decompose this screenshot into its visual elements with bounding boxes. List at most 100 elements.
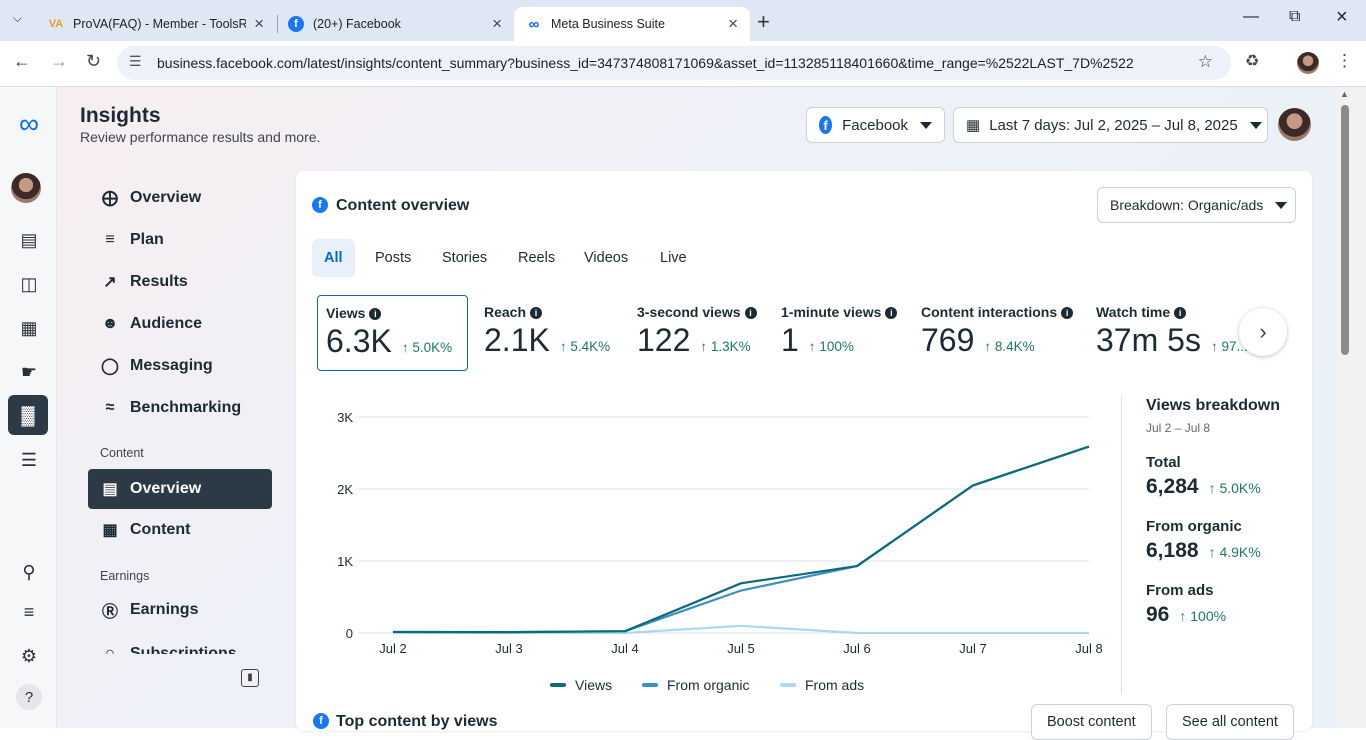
site-info-icon[interactable]: ☰ bbox=[129, 53, 142, 69]
list-icon[interactable]: ≡ bbox=[23, 601, 35, 622]
info-icon[interactable]: i bbox=[1174, 307, 1187, 319]
boost-content-button[interactable]: Boost content bbox=[1031, 704, 1152, 740]
metric-3-second-views[interactable]: 3-second views i 122 ↑ 1.3K% bbox=[629, 295, 769, 371]
metric-value-row: 2.1K ↑ 5.4K% bbox=[484, 322, 618, 359]
date-range-dropdown[interactable]: ▦ Last 7 days: Jul 2, 2025 – Jul 8, 2025 bbox=[953, 107, 1268, 143]
scrollbar-thumb[interactable] bbox=[1341, 105, 1349, 355]
total-value: 6,284 bbox=[1146, 475, 1199, 498]
sidebar-item-plan[interactable]: ≡ Plan bbox=[88, 220, 272, 260]
sidebar-item-audience[interactable]: ☻ Audience bbox=[88, 304, 272, 344]
x-tick-label: Jul 3 bbox=[495, 641, 522, 656]
meta-logo-icon[interactable]: ∞ bbox=[19, 108, 39, 139]
calendar-icon[interactable]: ▦ bbox=[20, 317, 38, 338]
platform-dropdown-label: Facebook bbox=[842, 116, 908, 134]
page-title: Insights bbox=[80, 104, 161, 127]
metric-value-row: 6.3K ↑ 5.0K% bbox=[326, 323, 459, 360]
url-text[interactable]: business.facebook.com/latest/insights/co… bbox=[157, 55, 1134, 71]
help-icon[interactable]: ? bbox=[16, 684, 42, 710]
subscriptions-icon: ○ bbox=[105, 645, 115, 654]
menu-kebab-icon[interactable]: ⋮ bbox=[1336, 51, 1353, 70]
metric-watch-time[interactable]: Watch time i 37m 5s ↑ 97... bbox=[1088, 295, 1283, 371]
tab-search-icon[interactable]: ⌵ bbox=[13, 11, 23, 25]
close-icon[interactable]: × bbox=[728, 14, 738, 33]
sidebar-item-subscriptions[interactable]: ○ Subscriptions bbox=[88, 634, 272, 654]
breakdown-dropdown[interactable]: Breakdown: Organic/ads bbox=[1097, 187, 1296, 223]
megaphone-icon[interactable]: ☛ bbox=[20, 361, 38, 382]
metric-change: ↑ 100% bbox=[808, 339, 854, 354]
posts-icon[interactable]: ◫ bbox=[20, 273, 38, 294]
sidebar-item-content[interactable]: ▦ Content bbox=[88, 510, 272, 550]
metric-1-minute-views[interactable]: 1-minute views i 1 ↑ 100% bbox=[773, 295, 908, 371]
sidebar-item-label: Overview bbox=[130, 480, 202, 497]
browser-tab-strip: ⌵ VA ProVA(FAQ) - Member - ToolsRe × f (… bbox=[0, 0, 1366, 41]
browser-tab-3[interactable]: ∞ Meta Business Suite × bbox=[514, 7, 750, 41]
metric-change-value: 8.4K% bbox=[994, 339, 1035, 354]
profile-avatar[interactable] bbox=[1297, 52, 1319, 74]
tab-videos[interactable]: Videos bbox=[584, 250, 629, 266]
top-content-title: Top content by views bbox=[336, 713, 498, 730]
sidebar-item-results[interactable]: ↗ Results bbox=[88, 262, 272, 302]
chat-icon: ◯ bbox=[101, 358, 119, 375]
hamburger-menu-icon[interactable]: ☰ bbox=[20, 449, 38, 470]
platform-dropdown[interactable]: f Facebook bbox=[806, 107, 945, 143]
sidebar-item-earnings[interactable]: Ⓡ Earnings bbox=[88, 590, 272, 630]
ads-row: 96 ↑ 100% bbox=[1146, 603, 1226, 627]
tab-stories[interactable]: Stories bbox=[442, 250, 488, 266]
new-tab-icon[interactable]: + bbox=[757, 9, 770, 34]
restore-icon[interactable]: ⧉ bbox=[1289, 8, 1301, 25]
see-all-content-button[interactable]: See all content bbox=[1166, 704, 1294, 740]
bookmark-star-icon[interactable]: ☆ bbox=[1197, 52, 1213, 71]
close-icon[interactable]: × bbox=[254, 14, 264, 33]
metric-value-row: 1 ↑ 100% bbox=[781, 322, 900, 359]
sidebar-item-overview[interactable]: ⨁ Overview bbox=[88, 178, 272, 218]
info-icon[interactable]: i bbox=[744, 307, 757, 319]
minimize-icon[interactable]: — bbox=[1243, 8, 1259, 25]
insights-bar-chart-icon[interactable]: ▓ bbox=[8, 395, 48, 435]
page-avatar[interactable] bbox=[1278, 108, 1311, 141]
y-tick-label: 0 bbox=[346, 626, 353, 641]
back-icon[interactable]: ← bbox=[13, 51, 31, 71]
metric-label: 1-minute views i bbox=[781, 304, 900, 320]
reload-icon[interactable]: ↻ bbox=[86, 51, 102, 71]
info-icon[interactable]: i bbox=[885, 307, 898, 319]
tab-live[interactable]: Live bbox=[660, 250, 687, 266]
tab-posts[interactable]: Posts bbox=[375, 250, 412, 266]
ads-value: 96 bbox=[1146, 603, 1170, 626]
sidebar-item-benchmarking[interactable]: ≈ Benchmarking bbox=[88, 388, 272, 428]
close-icon[interactable]: × bbox=[492, 14, 502, 33]
metric-reach[interactable]: Reach i 2.1K ↑ 5.4K% bbox=[476, 295, 626, 371]
people-icon: ☻ bbox=[101, 315, 119, 332]
browser-tab-2[interactable]: f (20+) Facebook × bbox=[276, 7, 514, 41]
main-content: Insights Review performance results and … bbox=[57, 87, 1336, 740]
metric-change: ↑ 5.0K% bbox=[401, 340, 453, 355]
window-close-icon[interactable]: × bbox=[1336, 6, 1348, 28]
metric-views[interactable]: Views i 6.3K ↑ 5.0K% bbox=[317, 295, 468, 371]
card-title: Content overview bbox=[336, 197, 470, 214]
sidebar-item-messaging[interactable]: ◯ Messaging bbox=[88, 346, 272, 386]
legend-swatch bbox=[780, 683, 796, 687]
info-icon[interactable]: i bbox=[369, 308, 382, 320]
contacts-card-icon[interactable]: ▤ bbox=[20, 229, 38, 250]
metric-change-value: 5.4K% bbox=[570, 339, 611, 354]
tab-all[interactable]: All bbox=[312, 239, 355, 277]
page-avatar[interactable] bbox=[11, 173, 41, 203]
legend-label: From ads bbox=[805, 677, 865, 693]
settings-gear-icon[interactable]: ⚙ bbox=[20, 645, 38, 666]
address-bar[interactable]: ☰ business.facebook.com/latest/insights/… bbox=[117, 46, 1231, 80]
collapse-sidebar-icon[interactable]: ▮ bbox=[241, 669, 259, 687]
info-icon[interactable]: i bbox=[530, 307, 543, 319]
sidebar-item-content-overview[interactable]: ▤ Overview bbox=[88, 469, 272, 509]
page-scrollbar[interactable]: ▲ bbox=[1336, 87, 1366, 728]
browser-tab-1[interactable]: VA ProVA(FAQ) - Member - ToolsRe × bbox=[36, 7, 276, 41]
info-icon[interactable]: i bbox=[1061, 307, 1074, 319]
extensions-icon[interactable]: ♻ bbox=[1245, 53, 1260, 70]
tab-reels[interactable]: Reels bbox=[518, 250, 556, 266]
metric-label: Reach i bbox=[484, 304, 618, 320]
tab-divider bbox=[277, 15, 278, 33]
forward-icon[interactable]: → bbox=[50, 51, 68, 71]
views-breakdown-range: Jul 2 – Jul 8 bbox=[1146, 421, 1211, 435]
search-icon[interactable]: ⚲ bbox=[22, 561, 36, 582]
metrics-next-button[interactable]: › bbox=[1239, 308, 1287, 356]
scroll-up-icon[interactable]: ▲ bbox=[1340, 89, 1349, 99]
metric-content-interactions[interactable]: Content interactions i 769 ↑ 8.4K% bbox=[913, 295, 1083, 371]
